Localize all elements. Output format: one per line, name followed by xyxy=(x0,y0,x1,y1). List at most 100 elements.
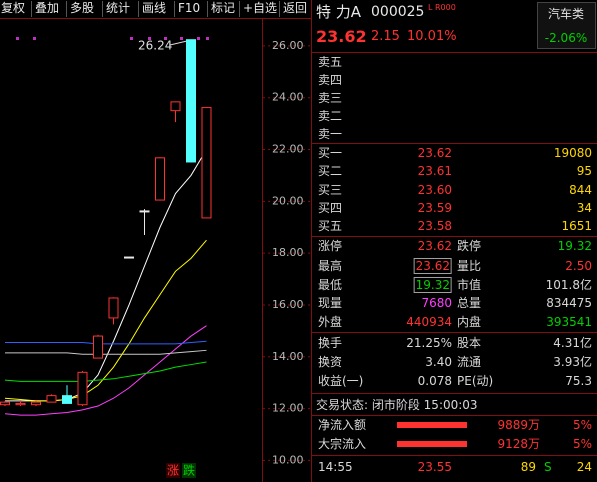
y-tick-label: 20.00 xyxy=(272,194,304,207)
signal-dots xyxy=(16,37,209,40)
y-tick-label: 18.00 xyxy=(272,246,304,259)
flow-pct: 5% xyxy=(572,418,592,432)
fund-value: 75.3 xyxy=(565,374,592,388)
ma-line xyxy=(5,349,207,355)
ma-line xyxy=(5,340,207,345)
stat-label: 最低 xyxy=(318,278,343,292)
stat-label: 内盘 xyxy=(457,315,482,329)
candle-body xyxy=(201,107,212,219)
candle-body xyxy=(31,401,41,406)
y-tick-label: 12.00 xyxy=(272,402,304,415)
fund-label: PE(动) xyxy=(457,374,494,388)
candle-body xyxy=(186,39,196,163)
stat-value: 440934 xyxy=(406,315,452,329)
buy-volume: 844 xyxy=(569,182,592,197)
stat-value: 7680 xyxy=(421,296,452,310)
fund-value: 3.40 xyxy=(425,355,452,369)
y-tick-label: 14.00 xyxy=(272,350,304,363)
candle-body xyxy=(124,256,134,259)
candle-body xyxy=(139,210,150,213)
price: 23.62 xyxy=(316,27,367,46)
stat-value: 834475 xyxy=(546,296,592,310)
sector-name[interactable]: 汽车类 xyxy=(547,7,585,21)
trade-status: 交易状态: 闭市阶段 15:00:03 xyxy=(316,398,478,412)
buy-price: 23.60 xyxy=(417,182,452,197)
buy-label: 买三 xyxy=(318,182,343,197)
buy-price: 23.61 xyxy=(417,164,452,179)
buy-price: 23.59 xyxy=(417,200,452,215)
high-label: 26.24 xyxy=(138,39,172,53)
buy-label: 买四 xyxy=(318,200,343,215)
sector-change: -2.06% xyxy=(544,31,588,45)
stat-value: 23.62 xyxy=(417,239,452,253)
candle-body xyxy=(62,395,72,404)
sell-label: 卖三 xyxy=(318,91,343,105)
fund-value: 4.31亿 xyxy=(553,336,592,350)
tick-count: 24 xyxy=(576,460,592,474)
flow-pct: 5% xyxy=(572,437,592,451)
y-tick-label: 22.00 xyxy=(272,143,304,156)
toolbar-button[interactable]: 复权 xyxy=(1,1,26,15)
sector-box xyxy=(537,2,596,49)
y-tick-label: 10.00 xyxy=(272,453,304,466)
stat-value: 393541 xyxy=(546,315,592,329)
stat-value: 101.8亿 xyxy=(545,278,592,292)
y-tick-label: 16.00 xyxy=(272,298,304,311)
buy-volume: 19080 xyxy=(553,146,592,160)
stat-label: 外盘 xyxy=(318,315,343,329)
ma-line xyxy=(4,325,207,416)
y-tick-label: 26.00 xyxy=(272,39,304,52)
fund-label: 换手 xyxy=(318,336,343,350)
toolbar-button[interactable]: 多股 xyxy=(70,1,95,15)
sell-label: 卖五 xyxy=(318,55,343,69)
flow-label: 净流入额 xyxy=(318,418,367,432)
buy-volume: 1651 xyxy=(561,219,592,234)
stock-tag: L R000 xyxy=(428,3,456,12)
flow-label: 大宗流入 xyxy=(318,437,367,451)
toolbar-button[interactable]: +自选 xyxy=(243,1,278,15)
stat-value: 2.50 xyxy=(565,259,592,273)
stock-code: 000025 xyxy=(371,4,425,20)
tick-price: 23.55 xyxy=(417,460,452,474)
tick-time: 14:55 xyxy=(318,460,353,474)
fund-label: 流通 xyxy=(457,355,482,369)
candle-body xyxy=(15,402,26,406)
stat-label: 跌停 xyxy=(457,239,482,253)
fund-value: 3.93亿 xyxy=(553,355,592,369)
sell-label: 卖二 xyxy=(318,109,343,123)
down-label: 跌 xyxy=(183,463,195,478)
candle-body xyxy=(108,297,119,319)
flow-value: 9128万 xyxy=(497,437,540,451)
stat-value: 23.62 xyxy=(413,258,452,274)
stat-label: 最高 xyxy=(318,259,343,273)
flow-value: 9889万 xyxy=(497,418,540,432)
toolbar-button[interactable]: 标记 xyxy=(211,1,236,15)
tick-side: S xyxy=(544,460,552,474)
flow-bar xyxy=(397,441,467,447)
buy-label: 买五 xyxy=(318,219,343,234)
sell-label: 卖一 xyxy=(318,127,343,141)
toolbar-button[interactable]: 画线 xyxy=(142,1,167,15)
y-tick-label: 24.00 xyxy=(272,91,304,104)
fund-value: 21.25% xyxy=(406,336,452,350)
flow-bar xyxy=(397,422,467,428)
candle-body xyxy=(0,401,10,406)
stat-label: 市值 xyxy=(457,278,482,292)
candle-body xyxy=(155,157,165,201)
stat-label: 量比 xyxy=(457,259,482,273)
change-pct: 10.01% xyxy=(407,29,457,44)
fund-label: 股本 xyxy=(457,336,482,350)
sell-label: 卖四 xyxy=(318,73,343,87)
toolbar-button[interactable]: F10 xyxy=(178,1,201,15)
buy-price: 23.62 xyxy=(417,146,452,160)
stat-value: 19.32 xyxy=(413,277,452,293)
fund-label: 换资 xyxy=(318,355,343,369)
buy-volume: 34 xyxy=(576,200,592,215)
toolbar-button[interactable]: 统计 xyxy=(106,1,131,15)
toolbar-button[interactable]: 返回 xyxy=(283,1,308,15)
buy-price: 23.58 xyxy=(417,219,452,234)
toolbar-button[interactable]: 叠加 xyxy=(35,1,60,15)
buy-label: 买二 xyxy=(318,164,343,179)
